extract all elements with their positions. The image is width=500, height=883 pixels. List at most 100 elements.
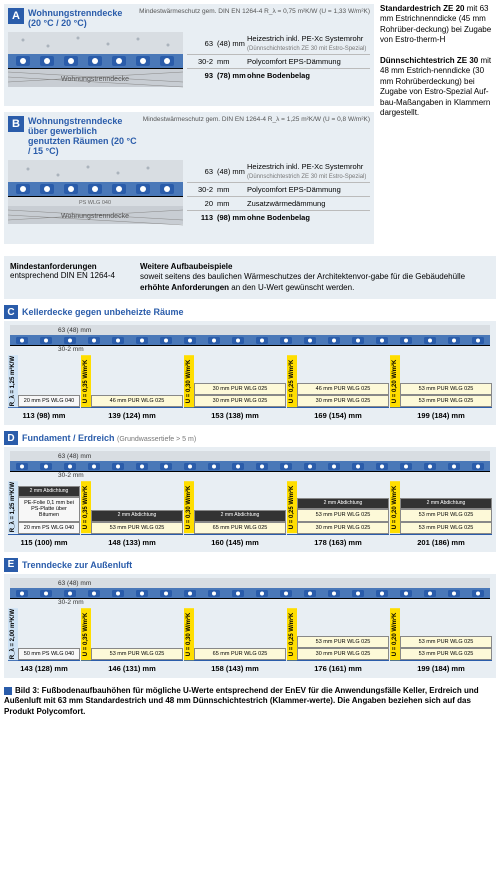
variant-total: 158 (143) mm [184,660,286,676]
layer: 53 mm PUR WLG 025 [400,648,492,660]
layer: 53 mm PUR WLG 025 [400,636,492,648]
u-value: U = 0,30 W/m²K [184,608,194,660]
variant-column: U = 0,25 W/m²K30 mm PUR WLG 02546 mm PUR… [287,355,389,423]
panel-b-cross-section: PS WLG 040 Wohnungstrenndecke [8,160,183,240]
r-value: R_λ = 1,25 m²K/W [8,355,18,407]
panel-b-meta: Mindestwärmeschutz gem. DIN EN 1264-4 R_… [143,116,370,124]
panel-a: A Wohnungstrenndecke (20 °C / 20 °C) Min… [4,4,374,106]
panel-a-table: 63(48) mmHeizestrich inkl. PE-Xc Systemr… [187,32,370,102]
variant-column: U = 0,30 W/m²K65 mm PUR WLG 025158 (143)… [184,608,286,676]
u-value: U = 0,20 W/m²K [390,608,400,660]
mid-r2: soweit seitens des baulichen Wärmeschutz… [140,272,465,281]
layer: 53 mm PUR WLG 025 [400,509,492,521]
layer: 46 mm PUR WLG 025 [297,383,389,395]
layer: 30 mm PUR WLG 025 [194,383,286,395]
variant-total: 139 (124) mm [81,407,183,423]
layer: 53 mm PUR WLG 025 [297,509,389,521]
badge-e: E [4,558,18,572]
section-title: Fundament / Erdreich (Grundwassertiefe >… [22,433,196,443]
panel-a-meta: Mindestwärmeschutz gem. DIN EN 1264-4 R_… [139,8,370,16]
u-value: U = 0,25 W/m²K [287,608,297,660]
variant-total: 176 (161) mm [287,660,389,676]
variant-column: U = 0,35 W/m²K53 mm PUR WLG 025146 (131)… [81,608,183,676]
u-value: U = 0,25 W/m²K [287,355,297,407]
u-value: U = 0,35 W/m²K [81,355,91,407]
side-text: Standardestrich ZE 20 mit 63 mm Estrichn… [380,4,496,250]
badge-c: C [4,305,18,319]
variant-column: U = 0,35 W/m²K53 mm PUR WLG 0252 mm Abdi… [81,481,183,549]
layer: 30 mm PUR WLG 025 [297,395,389,407]
panel-a-title: Wohnungstrenndecke (20 °C / 20 °C) [28,8,135,28]
section-e: E Trenndecke zur Außenluft 63 (48) mm30-2 … [4,558,496,678]
variant-total: 178 (163) mm [287,534,389,550]
svg-text:PS WLG 040: PS WLG 040 [79,200,111,206]
mid-r1: Weitere Aufbaubeispiele [140,262,232,271]
variant-column: U = 0,30 W/m²K65 mm PUR WLG 0252 mm Abdi… [184,481,286,549]
svg-text:Wohnungstrenndecke: Wohnungstrenndecke [61,76,129,83]
layer: 30 mm PUR WLG 025 [297,522,389,534]
layer: 65 mm PUR WLG 025 [194,648,286,660]
r-value: R_λ = 2,00 m²K/W [8,608,18,660]
caption: Bild 3: Fußbodenaufbauhöhen für mögliche… [4,686,496,717]
badge-b: B [8,116,24,132]
section-d: D Fundament / Erdreich (Grundwassertiefe … [4,431,496,551]
layer: 2 mm Abdichtung [400,498,492,510]
r-value: R_λ = 1,25 m²K/W [8,481,18,533]
ref-column: R_λ = 1,25 m²K/W20 mm PS WLG 040PE-Folie… [8,481,80,549]
u-value: U = 0,25 W/m²K [287,481,297,533]
layer: 53 mm PUR WLG 025 [91,648,183,660]
mid-l2: entsprechend DIN EN 1264-4 [10,271,115,280]
ref-total: 143 (128) mm [8,660,80,676]
layer: 53 mm PUR WLG 025 [297,636,389,648]
layer: 2 mm Abdichtung [297,498,389,510]
ref-total: 113 (98) mm [8,407,80,423]
variant-column: U = 0,25 W/m²K30 mm PUR WLG 02553 mm PUR… [287,481,389,549]
panel-a-cross-section: Wohnungstrenndecke [8,32,183,102]
variant-column: U = 0,20 W/m²K53 mm PUR WLG 02553 mm PUR… [390,608,492,676]
u-value: U = 0,30 W/m²K [184,355,194,407]
variant-total: 153 (138) mm [184,407,286,423]
variant-total: 199 (184) mm [390,660,492,676]
layer: 53 mm PUR WLG 025 [91,522,183,534]
layer-strip: 63 (48) mm30-2 mm [8,325,492,353]
mid-l1: Mindestanforderungen [10,262,97,271]
mid-rb: erhöhte Anforderungen [140,283,229,292]
variant-column: U = 0,25 W/m²K30 mm PUR WLG 02553 mm PUR… [287,608,389,676]
ref-column: R_λ = 1,25 m²K/W20 mm PS WLG 040113 (98)… [8,355,80,423]
variant-total: 201 (186) mm [390,534,492,550]
mid-bar: Mindestanforderungenentsprechend DIN EN … [4,256,496,299]
u-value: U = 0,20 W/m²K [390,355,400,407]
variant-total: 148 (133) mm [81,534,183,550]
section-title: Trenndecke zur Außenluft [22,560,132,570]
layer: 20 mm PS WLG 040 [18,395,80,407]
layer: 46 mm PUR WLG 025 [91,395,183,407]
caption-text: Bild 3: Fußbodenaufbauhöhen für mögliche… [4,686,479,716]
layer-strip: 63 (48) mm30-2 mm [8,578,492,606]
layer: 53 mm PUR WLG 025 [400,522,492,534]
layer: 30 mm PUR WLG 025 [194,395,286,407]
layer: 2 mm Abdichtung [91,510,183,522]
layer: 50 mm PS WLG 040 [18,648,80,660]
badge-a: A [8,8,24,24]
layer-strip: 63 (48) mm30-2 mm [8,451,492,479]
section-title: Kellerdecke gegen unbeheizte Räume [22,307,184,317]
side1-h: Standardestrich ZE 20 [380,4,464,13]
badge-d: D [4,431,18,445]
variant-total: 199 (184) mm [390,407,492,423]
ref-total: 115 (100) mm [8,534,80,550]
u-value: U = 0,35 W/m²K [81,481,91,533]
layer: 2 mm Abdichtung [18,486,80,498]
svg-text:Wohnungstrenndecke: Wohnungstrenndecke [61,213,129,220]
layer: 30 mm PUR WLG 025 [297,648,389,660]
layer: PE-Folie 0,1 mm bei PS-Platte über Bitum… [18,497,80,521]
panel-b-title: Wohnungstrenndecke über gewerblich genut… [28,116,139,156]
variant-total: 169 (154) mm [287,407,389,423]
variant-column: U = 0,20 W/m²K53 mm PUR WLG 02553 mm PUR… [390,355,492,423]
section-c: C Kellerdecke gegen unbeheizte Räume 63 (4… [4,305,496,425]
ref-column: R_λ = 2,00 m²K/W50 mm PS WLG 040143 (128… [8,608,80,676]
u-value: U = 0,20 W/m²K [390,481,400,533]
panel-b: B Wohnungstrenndecke über gewerblich gen… [4,112,374,244]
variant-column: U = 0,30 W/m²K30 mm PUR WLG 02530 mm PUR… [184,355,286,423]
variant-column: U = 0,20 W/m²K53 mm PUR WLG 02553 mm PUR… [390,481,492,549]
layer: 20 mm PS WLG 040 [18,522,80,534]
